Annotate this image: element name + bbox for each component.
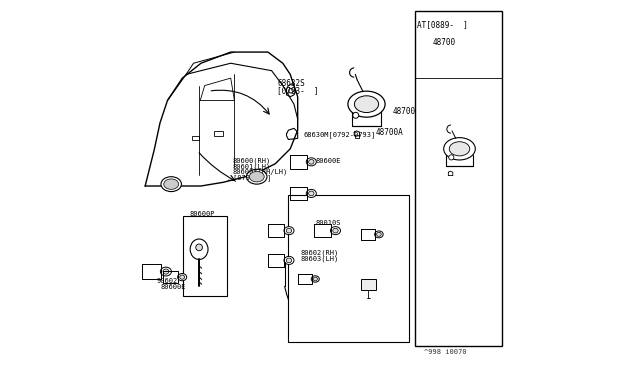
Text: 48700: 48700 xyxy=(433,38,456,47)
Ellipse shape xyxy=(308,191,314,196)
Ellipse shape xyxy=(308,160,314,164)
Text: 68630M[0792-0793]: 68630M[0792-0793] xyxy=(303,132,376,138)
Text: ^998 i0070: ^998 i0070 xyxy=(424,349,467,355)
Text: 68632S: 68632S xyxy=(277,79,305,88)
Ellipse shape xyxy=(164,179,179,189)
Circle shape xyxy=(289,89,293,93)
Text: 48700: 48700 xyxy=(392,107,415,116)
Ellipse shape xyxy=(311,276,319,282)
Ellipse shape xyxy=(330,227,340,235)
Ellipse shape xyxy=(161,267,172,276)
Ellipse shape xyxy=(307,158,316,166)
Text: 80600P: 80600P xyxy=(189,211,214,217)
Ellipse shape xyxy=(376,232,381,236)
Bar xyxy=(183,216,227,296)
Ellipse shape xyxy=(286,228,292,233)
Text: AT[0889-  ]: AT[0889- ] xyxy=(417,20,468,29)
Ellipse shape xyxy=(449,142,470,156)
Ellipse shape xyxy=(190,239,208,260)
Text: 80600E: 80600E xyxy=(315,158,340,164)
Ellipse shape xyxy=(374,231,383,238)
Bar xyxy=(191,136,199,140)
Text: [0794-  ]: [0794- ] xyxy=(232,174,271,181)
Text: [0793-  ]: [0793- ] xyxy=(277,86,319,95)
Text: 80010S: 80010S xyxy=(316,220,341,226)
Text: 80601(LH): 80601(LH) xyxy=(232,163,271,170)
Ellipse shape xyxy=(178,273,187,281)
Ellipse shape xyxy=(163,269,169,274)
Ellipse shape xyxy=(355,96,379,112)
Circle shape xyxy=(353,112,358,118)
Ellipse shape xyxy=(284,227,294,235)
Text: 80603(LH): 80603(LH) xyxy=(300,255,339,262)
Ellipse shape xyxy=(246,169,267,184)
Bar xyxy=(415,11,502,346)
Text: 80600E: 80600E xyxy=(161,284,186,290)
Ellipse shape xyxy=(161,177,181,192)
Ellipse shape xyxy=(333,228,338,233)
Ellipse shape xyxy=(286,258,292,263)
Ellipse shape xyxy=(250,171,264,182)
Bar xyxy=(361,279,376,290)
Ellipse shape xyxy=(284,256,294,264)
Bar xyxy=(214,131,223,136)
Text: 80600(RH): 80600(RH) xyxy=(232,157,271,164)
Text: 80600X(RH/LH): 80600X(RH/LH) xyxy=(232,169,288,175)
Ellipse shape xyxy=(313,277,317,281)
Ellipse shape xyxy=(307,189,316,198)
Text: 90602: 90602 xyxy=(156,278,177,284)
Circle shape xyxy=(449,155,454,160)
Ellipse shape xyxy=(348,91,385,117)
Circle shape xyxy=(196,244,202,251)
Ellipse shape xyxy=(444,138,476,160)
Ellipse shape xyxy=(180,275,184,279)
Text: 48700A: 48700A xyxy=(376,128,403,137)
Text: 80602(RH): 80602(RH) xyxy=(300,250,339,256)
Bar xyxy=(289,195,410,342)
